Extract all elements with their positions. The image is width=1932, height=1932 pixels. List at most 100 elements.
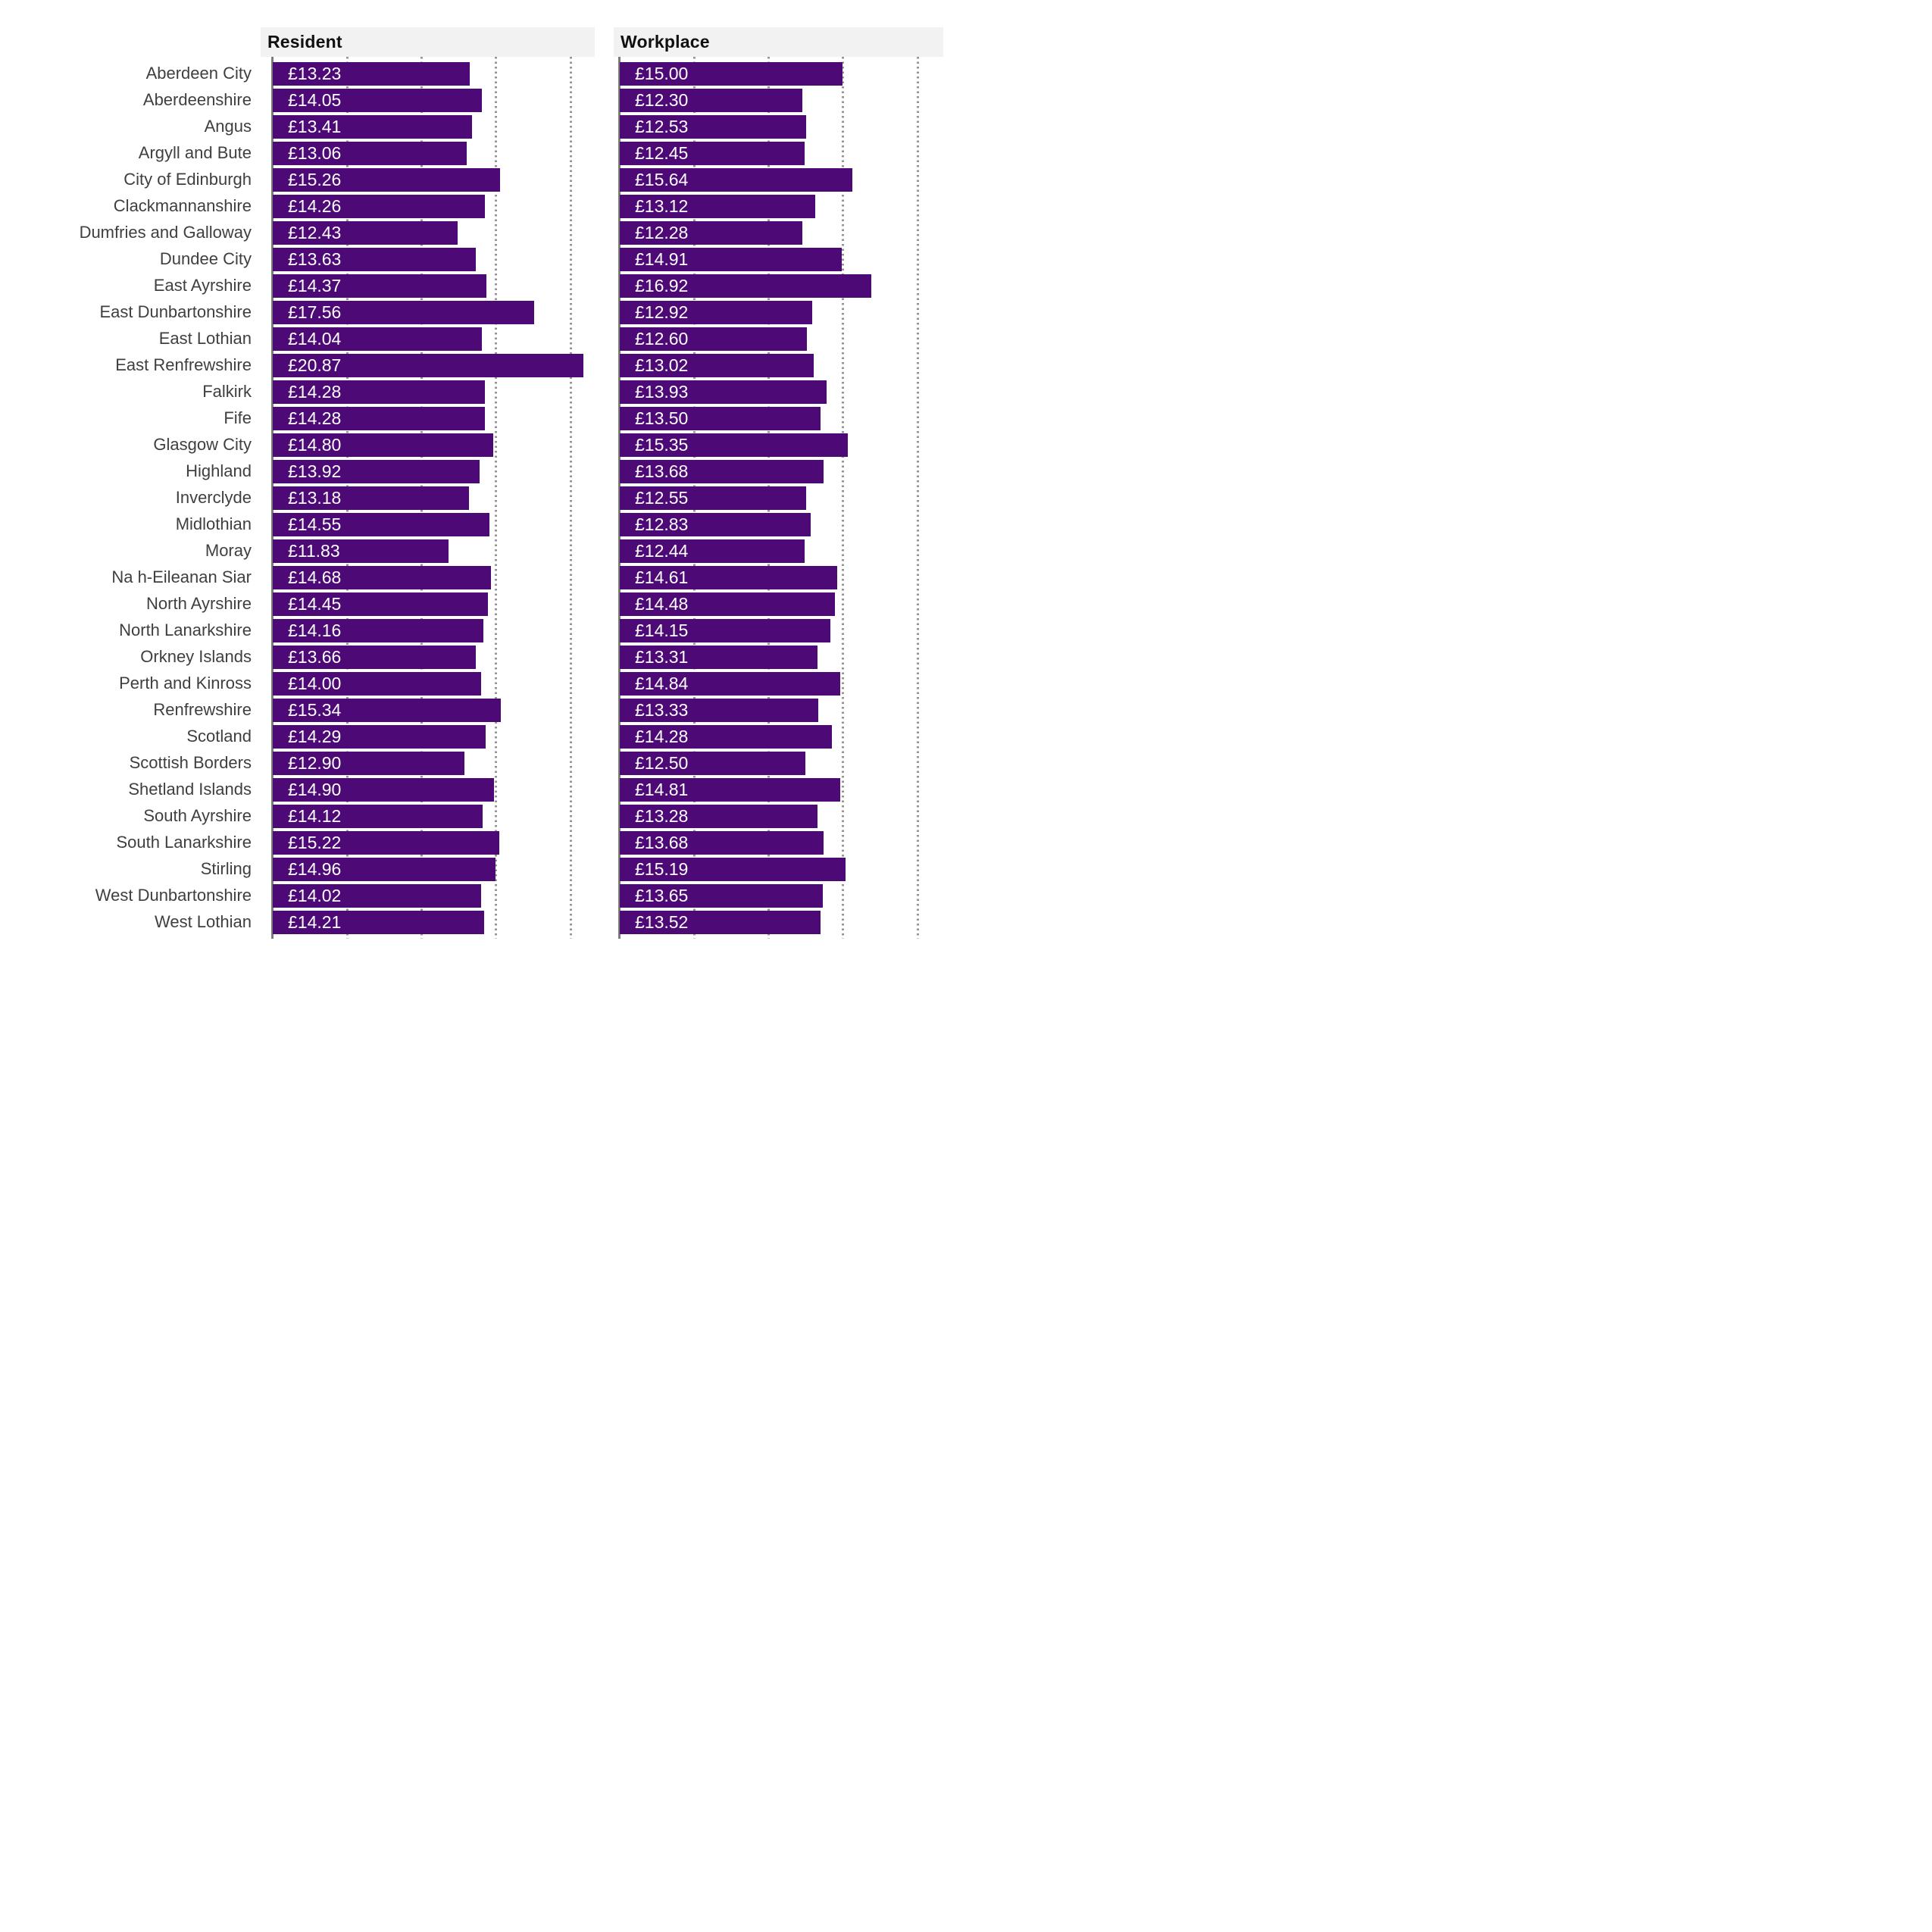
bar-value-label: £12.43 [288, 222, 342, 242]
bar: £13.18 [273, 486, 469, 510]
bar: £14.05 [273, 88, 482, 112]
bar: £14.96 [273, 857, 496, 881]
bar: £14.91 [620, 247, 842, 271]
workplace-plot-area: £15.00 £12.30 £12.53 £12.45 £15.64 £13.12 £12.… [618, 57, 943, 939]
bar: £14.02 [273, 883, 482, 908]
bar: £14.48 [620, 592, 836, 616]
bar: £12.50 [620, 751, 806, 775]
row-label: East Ayrshire [153, 275, 252, 295]
resident-panel-title: Resident [267, 32, 342, 52]
bar-value-label: £12.83 [635, 514, 689, 534]
bar-value-label: £14.96 [288, 858, 342, 879]
bar: £14.28 [273, 380, 486, 404]
bar: £15.19 [620, 857, 846, 881]
bar: £15.00 [620, 61, 843, 86]
bar: £12.90 [273, 751, 465, 775]
bar-value-label: £15.00 [635, 63, 689, 83]
bar: £14.16 [273, 618, 483, 642]
bar-value-label: £13.23 [288, 63, 342, 83]
bar-value-label: £14.90 [288, 779, 342, 799]
bar-value-label: £14.45 [288, 593, 342, 614]
bar-value-label: £13.65 [635, 885, 689, 905]
bar-value-label: £13.68 [635, 832, 689, 852]
workplace-y-axis-line [618, 57, 621, 939]
bar-value-label: £15.34 [288, 699, 342, 720]
bar: £14.26 [273, 194, 485, 218]
bar-value-label: £14.91 [635, 249, 689, 269]
gridline-15 [495, 57, 498, 939]
bar-value-label: £13.50 [635, 408, 689, 428]
bar: £12.44 [620, 539, 805, 563]
bar: £13.28 [620, 804, 818, 828]
bar: £14.21 [273, 910, 484, 934]
bar-value-label: £14.12 [288, 805, 342, 826]
bar-value-label: £12.30 [635, 89, 689, 110]
bar: £20.87 [273, 353, 583, 377]
bar: £14.28 [273, 406, 486, 430]
bar-value-label: £15.22 [288, 832, 342, 852]
bar-value-label: £13.28 [635, 805, 689, 826]
bar-value-label: £14.68 [288, 567, 342, 587]
bar-value-label: £15.19 [635, 858, 689, 879]
gridline-20 [569, 57, 572, 939]
bar: £12.60 [620, 327, 808, 351]
bar-value-label: £11.83 [288, 540, 340, 561]
bar: £13.12 [620, 194, 815, 218]
row-label: Scotland [186, 726, 252, 746]
bar: £13.02 [620, 353, 814, 377]
bar: £13.68 [620, 459, 824, 483]
row-label: West Dunbartonshire [95, 885, 252, 905]
bar: £15.35 [620, 433, 849, 457]
bar: £12.53 [620, 114, 806, 139]
bar-value-label: £12.50 [635, 752, 689, 773]
bar: £13.66 [273, 645, 477, 669]
bar-value-label: £13.31 [635, 646, 689, 667]
bar-value-label: £12.60 [635, 328, 689, 349]
bar-value-label: £14.84 [635, 673, 689, 693]
row-label: Midlothian [175, 514, 252, 533]
workplace-panel-title: Workplace [621, 32, 710, 52]
bar: £14.45 [273, 592, 488, 616]
bar-value-label: £20.87 [288, 355, 342, 375]
bar-value-label: £14.37 [288, 275, 342, 295]
row-label: Na h-Eileanan Siar [111, 567, 252, 586]
bar: £14.55 [273, 512, 489, 536]
bar: £14.04 [273, 327, 482, 351]
bar-value-label: £14.81 [635, 779, 689, 799]
bar-value-label: £14.80 [288, 434, 342, 455]
bar-value-label: £16.92 [635, 275, 689, 295]
row-label: East Dunbartonshire [99, 302, 252, 321]
row-label: West Lothian [154, 911, 252, 931]
bar-value-label: £14.21 [288, 911, 342, 932]
row-label: Scottish Borders [129, 752, 252, 772]
bar: £15.26 [273, 167, 500, 192]
bar-value-label: £12.53 [635, 116, 689, 136]
resident-bars: £13.23 £14.05 £13.41 £13.06 £15.26 £14.26 £12.… [273, 61, 595, 937]
bar: £16.92 [620, 274, 872, 298]
pay-comparison-chart: Resident Workplace Aberdeen City Aberdeen… [0, 0, 966, 966]
bar: £13.31 [620, 645, 818, 669]
bar: £13.63 [273, 247, 476, 271]
bar: £13.93 [620, 380, 827, 404]
row-label: Aberdeen City [145, 63, 252, 83]
row-label: East Renfrewshire [115, 355, 252, 374]
bar-value-label: £14.00 [288, 673, 342, 693]
row-label: Glasgow City [153, 434, 252, 454]
row-label: Clackmannanshire [113, 195, 252, 215]
row-label: South Lanarkshire [116, 832, 252, 852]
bar-value-label: £15.26 [288, 169, 342, 189]
bar: £14.90 [273, 777, 495, 802]
bar-value-label: £13.41 [288, 116, 342, 136]
bar-value-label: £12.28 [635, 222, 689, 242]
category-labels-column: Aberdeen City Aberdeenshire Angus Argyll an… [0, 61, 252, 936]
row-label: Angus [204, 116, 252, 136]
bar-value-label: £12.45 [635, 142, 689, 163]
bar-value-label: £14.48 [635, 593, 689, 614]
gridline-15 [842, 57, 845, 939]
row-label: Dundee City [159, 249, 252, 268]
row-label: City of Edinburgh [123, 169, 252, 189]
bar: £14.15 [620, 618, 830, 642]
bar: £13.06 [273, 141, 467, 165]
bar: £14.00 [273, 671, 481, 696]
row-label: Highland [186, 461, 252, 480]
